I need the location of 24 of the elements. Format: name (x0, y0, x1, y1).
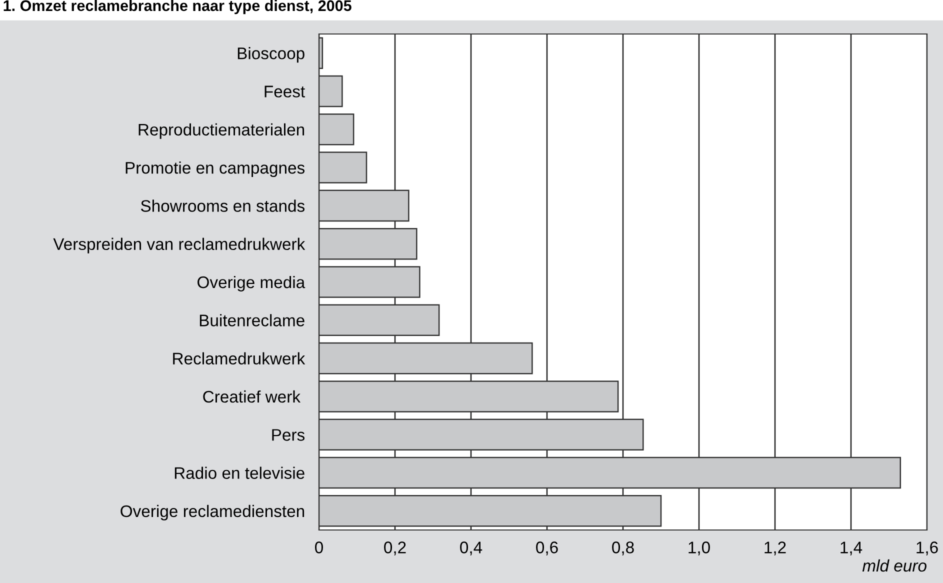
y-tick-label: Buitenreclame (200, 314, 304, 326)
x-tick-label: 1,0 (688, 542, 710, 556)
y-tick-label: Feest (264, 86, 305, 98)
x-tick-label: 0,8 (612, 542, 634, 556)
y-tick-label: Reproductiematerialen (138, 123, 304, 139)
x-tick-label: 0,2 (384, 542, 406, 556)
y-tick-label: Overige media (198, 276, 306, 292)
x-tick-label: 1,4 (840, 542, 862, 556)
y-tick-label: Bioscoop (238, 47, 304, 63)
x-tick-label: 0,4 (460, 542, 482, 556)
y-tick-label: Creatief werk (203, 390, 301, 403)
x-tick-label: 0,6 (536, 542, 558, 556)
x-tick-label: 1,6 (916, 542, 938, 556)
y-tick-label: Showrooms en stands (140, 200, 305, 212)
text: 1. Omzet reclamebranche naar type dienst, 2005 (4, 0, 352, 14)
y-tick-label: Pers (272, 429, 305, 441)
y-tick-label: Promotie en campagnes (126, 162, 305, 178)
x-axis-title: mld euro (862, 559, 926, 572)
y-tick-label: Radio en televisie (174, 466, 304, 479)
y-tick-label: Overige reclamediensten (120, 504, 304, 520)
x-tick-label: 0 (315, 542, 323, 554)
y-tick-label: Verspreiden van reclamedrukwerk (53, 238, 306, 254)
y-tick-label: Reclamedrukwerk (173, 352, 306, 365)
x-tick-label: 1,2 (764, 542, 786, 556)
